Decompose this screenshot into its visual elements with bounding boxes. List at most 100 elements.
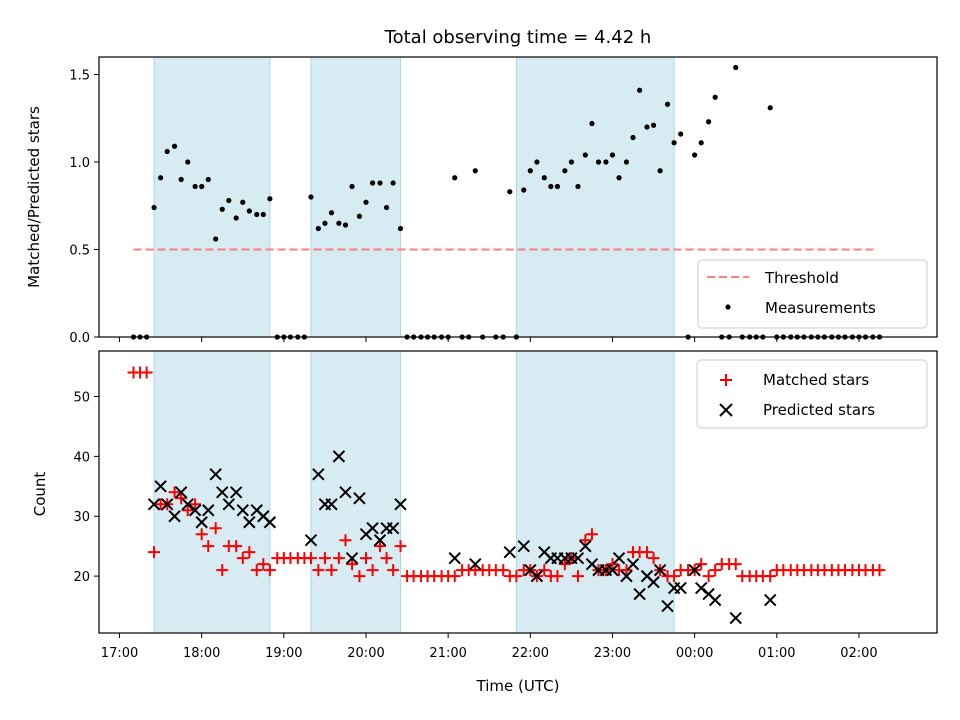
measurement-point bbox=[671, 140, 677, 146]
matched-star-point bbox=[209, 522, 222, 535]
measurement-point bbox=[733, 64, 739, 71]
measurement-point bbox=[644, 124, 650, 130]
measurement-point bbox=[158, 175, 164, 181]
predicted-star-point bbox=[620, 569, 633, 583]
measurement-point bbox=[541, 175, 547, 181]
matched-star-point bbox=[620, 564, 633, 577]
bottom-y-tick-label: 30 bbox=[73, 510, 90, 525]
predicted-star-point bbox=[448, 551, 461, 565]
measurement-point bbox=[349, 183, 355, 190]
matched-star-point bbox=[729, 558, 742, 571]
measurement-point bbox=[369, 180, 376, 186]
x-tick-label: 20:00 bbox=[347, 646, 384, 661]
predicted-star-point bbox=[579, 539, 592, 553]
top-y-tick-label: 1.5 bbox=[69, 69, 90, 84]
matched-star-point bbox=[304, 552, 317, 565]
predicted-star-point bbox=[386, 522, 400, 535]
predicted-star-point bbox=[174, 486, 188, 499]
measurement-point bbox=[595, 159, 602, 165]
legend-threshold-label: Threshold bbox=[764, 269, 839, 287]
top-panel: 0.0 0.5 1.0 1.5 Matched/Predicted stars Thr… bbox=[25, 56, 938, 346]
bottom-shaded-regions bbox=[153, 350, 675, 634]
measurement-point bbox=[171, 143, 178, 149]
measurement-point bbox=[328, 210, 335, 216]
bottom-legend-box bbox=[696, 359, 928, 429]
predicted-star-point bbox=[236, 504, 249, 517]
measurement-point bbox=[678, 131, 684, 137]
measurement-point bbox=[568, 159, 575, 165]
measurement-point bbox=[240, 199, 246, 205]
predicted-star-point bbox=[366, 522, 379, 535]
measurement-point bbox=[185, 159, 191, 165]
matched-star-point bbox=[346, 558, 359, 571]
top-shaded-interval bbox=[310, 56, 402, 338]
predicted-star-point bbox=[530, 569, 544, 583]
top-y-tick-label: 1.0 bbox=[69, 156, 90, 171]
predicted-star-point bbox=[304, 533, 318, 547]
matched-star-point bbox=[189, 498, 202, 511]
predicted-star-point bbox=[764, 593, 777, 607]
matched-star-point bbox=[360, 552, 373, 565]
legend-matched-swatch bbox=[720, 374, 732, 386]
matched-star-point bbox=[873, 564, 886, 577]
measurement-point bbox=[151, 204, 157, 211]
measurement-point bbox=[767, 105, 773, 111]
measurement-point bbox=[164, 148, 170, 155]
matched-star-point bbox=[448, 570, 461, 583]
matched-star-point bbox=[325, 564, 338, 577]
matched-star-point bbox=[579, 534, 592, 547]
x-axis-title: Time (UTC) bbox=[476, 677, 560, 695]
predicted-star-point bbox=[154, 480, 167, 493]
measurement-point bbox=[657, 168, 663, 174]
measurement-point bbox=[199, 183, 205, 190]
matched-star-point bbox=[709, 564, 722, 577]
matched-star-point bbox=[585, 528, 598, 541]
bottom-axis-ticks: 20 30 40 50 17:00 18:00 19:00 20:00 21:00 22:00 23… bbox=[73, 391, 877, 661]
measurement-point bbox=[452, 175, 458, 181]
x-tick-label: 02:00 bbox=[840, 646, 877, 661]
predicted-star-point bbox=[626, 557, 640, 571]
predicted-star-point bbox=[612, 551, 626, 565]
predicted-star-point bbox=[312, 468, 325, 481]
measurement-point bbox=[336, 220, 342, 226]
predicted-star-point bbox=[674, 581, 687, 595]
measurement-point bbox=[178, 176, 184, 183]
matched-star-point bbox=[339, 534, 352, 547]
x-tick-label: 21:00 bbox=[429, 646, 466, 661]
predicted-star-point bbox=[571, 551, 585, 565]
matched-star-point bbox=[497, 564, 510, 577]
x-tick-label: 01:00 bbox=[758, 646, 795, 661]
predicted-star-point bbox=[345, 551, 359, 565]
matched-star-point bbox=[168, 486, 181, 499]
measurement-point bbox=[664, 101, 671, 107]
predicted-star-point bbox=[633, 587, 646, 601]
legend-predicted-label: Predicted stars bbox=[763, 401, 875, 419]
legend-predicted-swatch bbox=[719, 403, 733, 417]
predicted-star-point bbox=[202, 504, 215, 517]
matched-star-point bbox=[332, 552, 345, 565]
predicted-star-point bbox=[708, 593, 722, 607]
predicted-star-point bbox=[229, 486, 243, 499]
predicted-star-point bbox=[209, 468, 222, 481]
predicted-star-point bbox=[263, 516, 277, 529]
matched-star-point bbox=[216, 564, 229, 577]
predicted-star-point bbox=[332, 450, 346, 463]
legend-matched-label: Matched stars bbox=[763, 371, 869, 389]
matched-star-point bbox=[538, 564, 551, 577]
measurement-point bbox=[322, 220, 328, 226]
top-y-tick-label: 0.5 bbox=[69, 244, 90, 259]
matched-star-point bbox=[140, 366, 153, 379]
bottom-axes-frame bbox=[98, 350, 938, 634]
matched-star-point bbox=[647, 552, 660, 565]
matched-star-point bbox=[558, 558, 571, 571]
measurement-point bbox=[356, 213, 363, 219]
matched-star-point bbox=[764, 570, 777, 583]
matched-star-point bbox=[175, 492, 188, 505]
bottom-y-tick-label: 50 bbox=[73, 391, 90, 406]
measurement-point bbox=[609, 152, 616, 158]
matched-star-point bbox=[380, 552, 393, 565]
chart-title: Total observing time = 4.42 h bbox=[384, 27, 652, 48]
predicted-star-point bbox=[469, 557, 482, 571]
predicted-star-point bbox=[661, 599, 674, 613]
